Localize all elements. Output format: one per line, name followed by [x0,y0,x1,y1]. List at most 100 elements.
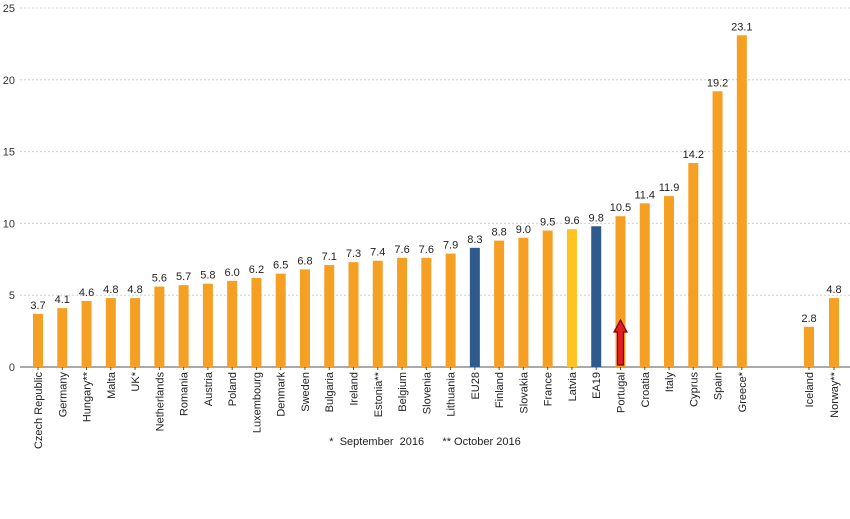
bar [421,257,432,367]
category-label: Netherlands [154,372,166,432]
bar [154,286,165,367]
category-label: Ireland [349,372,361,406]
category-label: Czech Republic [33,372,45,450]
data-label: 7.4 [370,247,385,259]
bar [372,260,383,367]
bar [712,91,723,368]
bar [57,308,68,367]
bar [275,273,286,367]
data-label: 5.7 [176,271,191,283]
data-label: 8.8 [491,227,506,239]
category-label: EU28 [470,372,482,400]
category-label: Austria [203,371,215,406]
data-label: 9.6 [564,215,579,227]
bar [664,196,675,367]
y-tick-label: 10 [3,218,15,230]
data-label: 4.8 [103,284,118,296]
data-label: 6.8 [297,255,312,267]
bar [688,163,699,367]
data-label: 7.1 [322,251,337,263]
data-label: 9.8 [589,212,604,224]
category-label: France [543,372,555,406]
category-label: Bulgaria [324,371,336,412]
bar [494,240,505,367]
data-label: 4.8 [127,284,142,296]
data-label: 6.5 [273,260,288,272]
bar [251,277,262,367]
category-label: Sweden [300,372,312,412]
data-label: 7.6 [394,244,409,256]
bar [348,262,359,367]
data-label: 5.6 [152,273,167,285]
bar [227,280,238,367]
bar [615,216,626,367]
category-label: Iceland [804,372,816,407]
category-label: Belgium [397,372,409,412]
y-tick-label: 20 [3,75,15,87]
bar [397,257,408,367]
data-label: 14.2 [683,149,704,161]
bar [81,300,92,367]
bar [518,237,529,367]
bar [829,298,839,367]
data-label: 23.1 [731,21,752,33]
category-label: Denmark [276,372,288,417]
bar [804,326,814,367]
category-label: Croatia [640,371,652,407]
data-label: 4.1 [55,294,70,306]
y-tick-label: 5 [9,290,15,302]
category-label: Poland [227,372,239,406]
data-label: 8.3 [467,234,482,246]
chart-footnote: * September 2016 ** October 2016 [329,436,521,448]
bar [324,265,335,367]
category-label: Slovenia [421,371,433,414]
category-label: Slovakia [518,371,530,413]
category-label: Norway** [829,371,841,418]
y-tick-label: 25 [3,3,15,15]
bar [33,313,43,367]
bar [736,35,747,368]
data-label: 6.2 [249,264,264,276]
category-label: Malta [106,371,118,399]
bar [639,203,650,367]
bar [591,226,602,367]
data-label: 10.5 [610,202,631,214]
bar [542,230,553,367]
category-label: Portugal [615,372,627,413]
y-tick-label: 0 [9,362,15,374]
data-label: 9.0 [516,224,531,236]
bar [202,283,213,367]
bar [299,269,310,367]
data-label: 7.3 [346,248,361,260]
data-label: 19.2 [707,77,728,89]
bar [469,247,480,367]
data-label: 7.9 [443,240,458,252]
category-label: Latvia [567,371,579,401]
category-label: Germany [57,372,69,418]
bar [178,285,189,367]
category-label: Italy [664,372,676,393]
bar [130,298,141,367]
data-label: 5.8 [200,270,215,282]
category-label: EA19 [591,372,603,399]
data-label: 11.9 [659,182,680,194]
category-label: Spain [713,372,725,400]
category-label: Estonia** [373,371,385,417]
data-label: 3.7 [30,300,45,312]
category-label: Romania [179,371,191,416]
category-label: Hungary** [82,371,94,422]
data-label: 9.5 [540,217,555,229]
category-label: Greece* [737,371,749,412]
bar [566,229,577,367]
data-label: 4.6 [79,287,94,299]
data-label: 7.6 [419,244,434,256]
data-label: 4.8 [826,284,841,296]
category-label: Luxembourg [251,372,263,433]
category-label: Finland [494,372,506,408]
arrow-annotation [612,318,628,366]
category-label: Cyprus [688,372,700,407]
bar [445,253,456,367]
y-tick-label: 15 [3,147,15,159]
category-label: UK* [130,371,142,391]
